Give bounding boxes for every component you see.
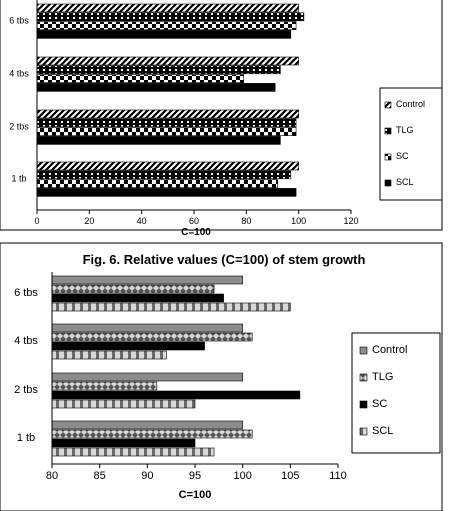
x-tick-label: 100 bbox=[233, 470, 251, 482]
chart-2-legend: Control TLG SC SCL bbox=[351, 332, 441, 454]
bar-2-tbs-control bbox=[36, 109, 299, 119]
chart-2: Fig. 6. Relative values (C=100) of stem … bbox=[0, 242, 443, 511]
bar-6-tbs-control bbox=[51, 275, 243, 285]
category-label: 2 tbs bbox=[9, 122, 29, 132]
legend-swatch-scl bbox=[359, 427, 368, 436]
chart-1-category-labels: 6 tbs 4 tbs 2 tbs 1 tb bbox=[9, 16, 29, 184]
legend-swatch-tlg bbox=[384, 127, 392, 135]
x-tick-label: 0 bbox=[34, 216, 39, 226]
bar-2-tbs-tlg bbox=[36, 118, 297, 128]
bar-2-tbs-tlg bbox=[51, 381, 158, 391]
bar-4-tbs-scl bbox=[51, 350, 167, 360]
legend-swatch-control bbox=[384, 101, 392, 109]
x-tick-label: 80 bbox=[241, 216, 251, 226]
x-tick-label: 85 bbox=[94, 470, 106, 482]
x-tick-label: 80 bbox=[46, 470, 58, 482]
legend-label-control: Control bbox=[396, 99, 425, 109]
legend-swatch-scl bbox=[384, 179, 392, 187]
legend-swatch-sc bbox=[384, 153, 392, 161]
x-tick-label: 120 bbox=[343, 216, 358, 226]
bar-4-tbs-control bbox=[36, 56, 299, 66]
category-label: 6 tbs bbox=[14, 287, 38, 299]
bar-2-tbs-control bbox=[51, 372, 243, 382]
x-tick-label: 60 bbox=[189, 216, 199, 226]
bar-4-tbs-control bbox=[51, 323, 243, 333]
bar-1-tb-sc bbox=[36, 179, 279, 188]
bar-1-tb-sc bbox=[51, 438, 196, 448]
bar-6-tbs-sc bbox=[36, 21, 297, 30]
bar-4-tbs-sc bbox=[51, 341, 205, 351]
bar-4-tbs-scl bbox=[36, 83, 276, 92]
legend-swatch-control bbox=[359, 346, 368, 355]
legend-label-scl: SCL bbox=[372, 425, 393, 437]
bar-4-tbs-tlg bbox=[51, 332, 253, 342]
legend-label-scl: SCL bbox=[396, 177, 414, 187]
bar-2-tbs-sc bbox=[36, 127, 297, 136]
bar-1-tb-control bbox=[36, 161, 299, 171]
legend-label-sc: SC bbox=[396, 151, 409, 161]
chart-1-bars bbox=[36, 3, 305, 197]
x-tick-label: 40 bbox=[137, 216, 147, 226]
bar-1-tb-control bbox=[51, 420, 243, 430]
chart-2-category-labels: 6 tbs 4 tbs 2 tbs 1 tb bbox=[14, 287, 38, 444]
x-tick-label: 20 bbox=[84, 216, 94, 226]
category-label: 4 tbs bbox=[14, 335, 38, 347]
bar-1-tb-tlg bbox=[51, 429, 253, 439]
bar-6-tbs-scl bbox=[36, 30, 292, 39]
bar-6-tbs-scl bbox=[51, 302, 291, 312]
legend-label-tlg: TLG bbox=[396, 125, 414, 135]
chart-2-bars bbox=[51, 275, 301, 457]
chart-1-x-axis-label: C=100 bbox=[181, 227, 211, 238]
bar-2-tbs-sc bbox=[51, 390, 301, 400]
bar-2-tbs-scl bbox=[51, 399, 196, 409]
bar-6-tbs-tlg bbox=[36, 12, 305, 22]
chart-2-x-axis-label: C=100 bbox=[179, 489, 212, 501]
bar-1-tb-scl bbox=[36, 188, 297, 197]
category-label: 1 tb bbox=[11, 174, 26, 184]
bar-4-tbs-tlg bbox=[36, 65, 281, 75]
category-label: 6 tbs bbox=[9, 16, 29, 26]
legend-label-sc: SC bbox=[372, 398, 387, 410]
legend-swatch-sc bbox=[359, 400, 368, 409]
bar-6-tbs-tlg bbox=[51, 284, 215, 294]
bar-1-tb-tlg bbox=[36, 170, 292, 180]
bar-1-tb-scl bbox=[51, 447, 215, 457]
chart-1: 0 20 40 60 80 100 120 6 tbs 4 tbs 2 tbs 1 tb C=10… bbox=[0, 0, 443, 238]
category-label: 2 tbs bbox=[14, 384, 38, 396]
bar-4-tbs-sc bbox=[36, 74, 245, 83]
legend-swatch-tlg bbox=[359, 373, 368, 382]
chart-1-legend: Control TLG SC SCL bbox=[379, 87, 443, 201]
chart-2-frame bbox=[0, 242, 443, 511]
bar-6-tbs-sc bbox=[51, 293, 224, 303]
chart-2-x-ticks: 80 85 90 95 100 105 110 bbox=[46, 464, 347, 482]
x-tick-label: 100 bbox=[291, 216, 306, 226]
chart-1-x-ticks: 0 20 40 60 80 100 120 bbox=[34, 210, 359, 226]
bar-2-tbs-scl bbox=[36, 136, 281, 145]
x-tick-label: 90 bbox=[141, 470, 153, 482]
x-tick-label: 95 bbox=[189, 470, 201, 482]
x-tick-label: 110 bbox=[329, 470, 347, 482]
category-label: 4 tbs bbox=[9, 69, 29, 79]
category-label: 1 tb bbox=[17, 432, 35, 444]
legend-label-tlg: TLG bbox=[372, 371, 393, 383]
chart-2-title: Fig. 6. Relative values (C=100) of stem … bbox=[83, 252, 366, 267]
x-tick-label: 105 bbox=[281, 470, 299, 482]
legend-label-control: Control bbox=[372, 344, 407, 356]
bar-6-tbs-control bbox=[36, 3, 299, 13]
